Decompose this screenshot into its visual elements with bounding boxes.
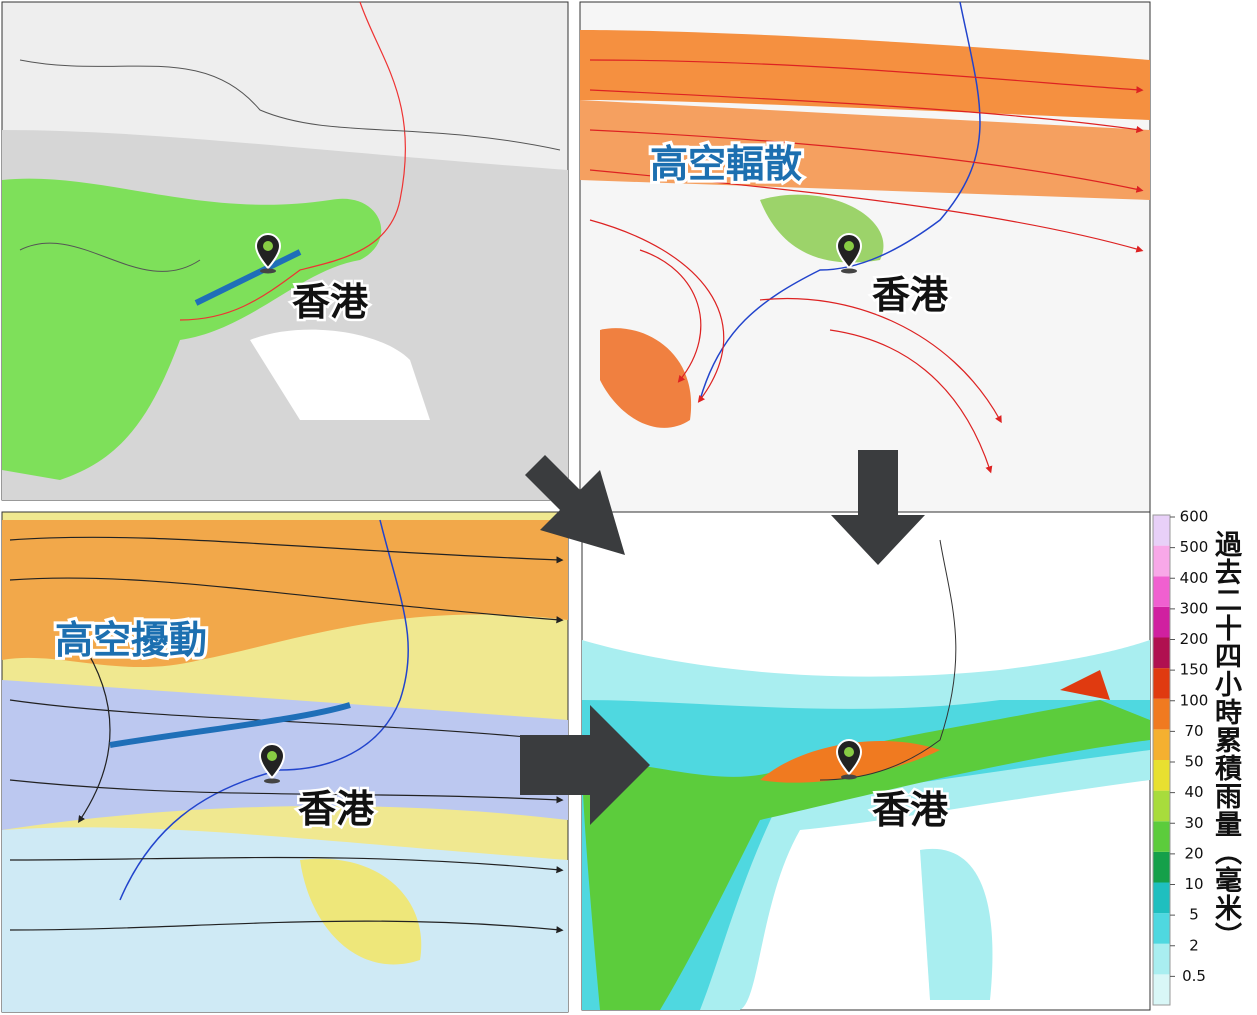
colorbar-frame — [1152, 514, 1171, 1006]
colorbar-swatch — [1153, 943, 1170, 975]
colorbar-label: 300 — [1180, 599, 1209, 617]
colorbar-label: 5 — [1189, 906, 1199, 924]
colorbar-label: 40 — [1184, 783, 1203, 801]
colorbar-label: 20 — [1184, 844, 1203, 862]
colorbar-label: 10 — [1184, 875, 1203, 893]
colorbar-label: 50 — [1184, 753, 1203, 771]
colorbar-swatch — [1153, 821, 1170, 852]
colorbar-swatch — [1153, 606, 1170, 638]
colorbar-swatch — [1153, 851, 1170, 883]
colorbar-swatch — [1153, 515, 1170, 546]
colorbar-swatch — [1153, 729, 1170, 760]
colorbar-swatch — [1153, 760, 1170, 791]
place-label: 香港 — [298, 787, 375, 831]
place-label: 香港 — [292, 280, 369, 324]
flow-arrows — [520, 450, 925, 825]
colorbar-swatch — [1153, 668, 1170, 699]
colorbar-label: 400 — [1180, 569, 1209, 587]
place-label: 香港 — [872, 273, 949, 317]
colorbar-label: 600 — [1180, 508, 1209, 526]
colorbar-label: 30 — [1184, 814, 1203, 832]
colorbar-title: 過去二十四小時累積雨量（毫米） — [1210, 530, 1241, 950]
colorbar-label: 2 — [1189, 936, 1199, 954]
colorbar-label: 150 — [1180, 661, 1209, 679]
annotation: 高空輻散 — [650, 142, 802, 186]
colorbar-swatch — [1153, 913, 1170, 944]
colorbar-swatch — [1153, 790, 1170, 822]
colorbar-swatch — [1153, 637, 1170, 669]
colorbar-label: 70 — [1184, 722, 1203, 740]
colorbar-label: 0.5 — [1182, 967, 1206, 985]
colorbar-swatch — [1153, 576, 1170, 607]
colorbar-label: 500 — [1180, 538, 1209, 556]
panel-upper-disturbance — [1, 511, 569, 1013]
panel-surface — [1, 1, 569, 501]
colorbar-swatch — [1153, 698, 1170, 730]
panel-rainfall — [581, 511, 1151, 1011]
colorbar-swatch — [1153, 974, 1170, 1005]
colorbar-label: 200 — [1180, 630, 1209, 648]
panel-upper-divergence — [579, 1, 1151, 513]
colorbar-swatch — [1153, 545, 1170, 577]
colorbar-swatch — [1153, 882, 1170, 914]
colorbar-label: 100 — [1180, 691, 1209, 709]
place-label: 香港 — [872, 788, 949, 832]
colorbar: 0.5 2 5 10 20 30 40 50 70 100 150 200 300 400 500 600 — [1152, 508, 1209, 1006]
annotation: 高空擾動 — [55, 618, 207, 662]
